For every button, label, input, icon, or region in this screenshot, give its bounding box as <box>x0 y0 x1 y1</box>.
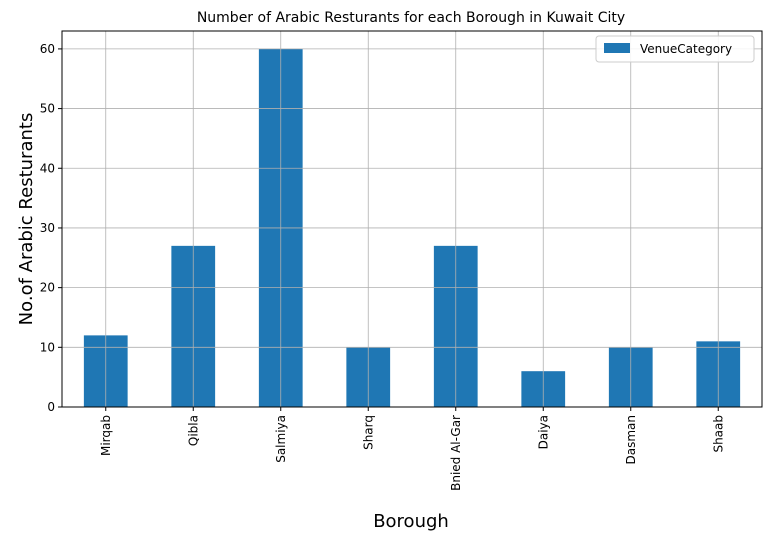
y-tick-label: 50 <box>40 102 55 116</box>
grid <box>62 31 762 408</box>
x-tick-label: Mirqab <box>99 415 113 456</box>
x-tick-label: Shaab <box>711 415 725 453</box>
y-tick-label: 10 <box>40 340 55 354</box>
y-tick-label: 60 <box>40 42 55 56</box>
y-tick-label: 30 <box>40 221 55 235</box>
legend-swatch <box>604 43 630 53</box>
plot-frame <box>61 30 763 408</box>
x-tick-label: Salmiya <box>274 415 288 463</box>
x-axis-label: Borough <box>373 511 449 532</box>
legend: VenueCategory <box>595 35 755 63</box>
y-tick-label: 0 <box>47 400 55 414</box>
y-axis-label: No.of Arabic Resturants <box>16 113 37 326</box>
x-tick-label: Bnied Al-Gar <box>449 415 463 491</box>
axis-ticks: 0 10 20 30 40 50 60 Mirqab Qibla Salmiya Sharq Bnie… <box>40 42 726 491</box>
x-tick-label: Dasman <box>624 415 638 465</box>
chart-title: Number of Arabic Resturants for each Bor… <box>197 10 625 26</box>
x-tick-label: Daiya <box>536 415 550 449</box>
y-tick-label: 20 <box>40 281 55 295</box>
legend-box <box>595 35 755 63</box>
legend-label: VenueCategory <box>640 42 732 56</box>
x-tick-label: Qibla <box>186 415 200 446</box>
y-tick-label: 40 <box>40 161 55 175</box>
x-tick-label: Sharq <box>361 415 375 450</box>
